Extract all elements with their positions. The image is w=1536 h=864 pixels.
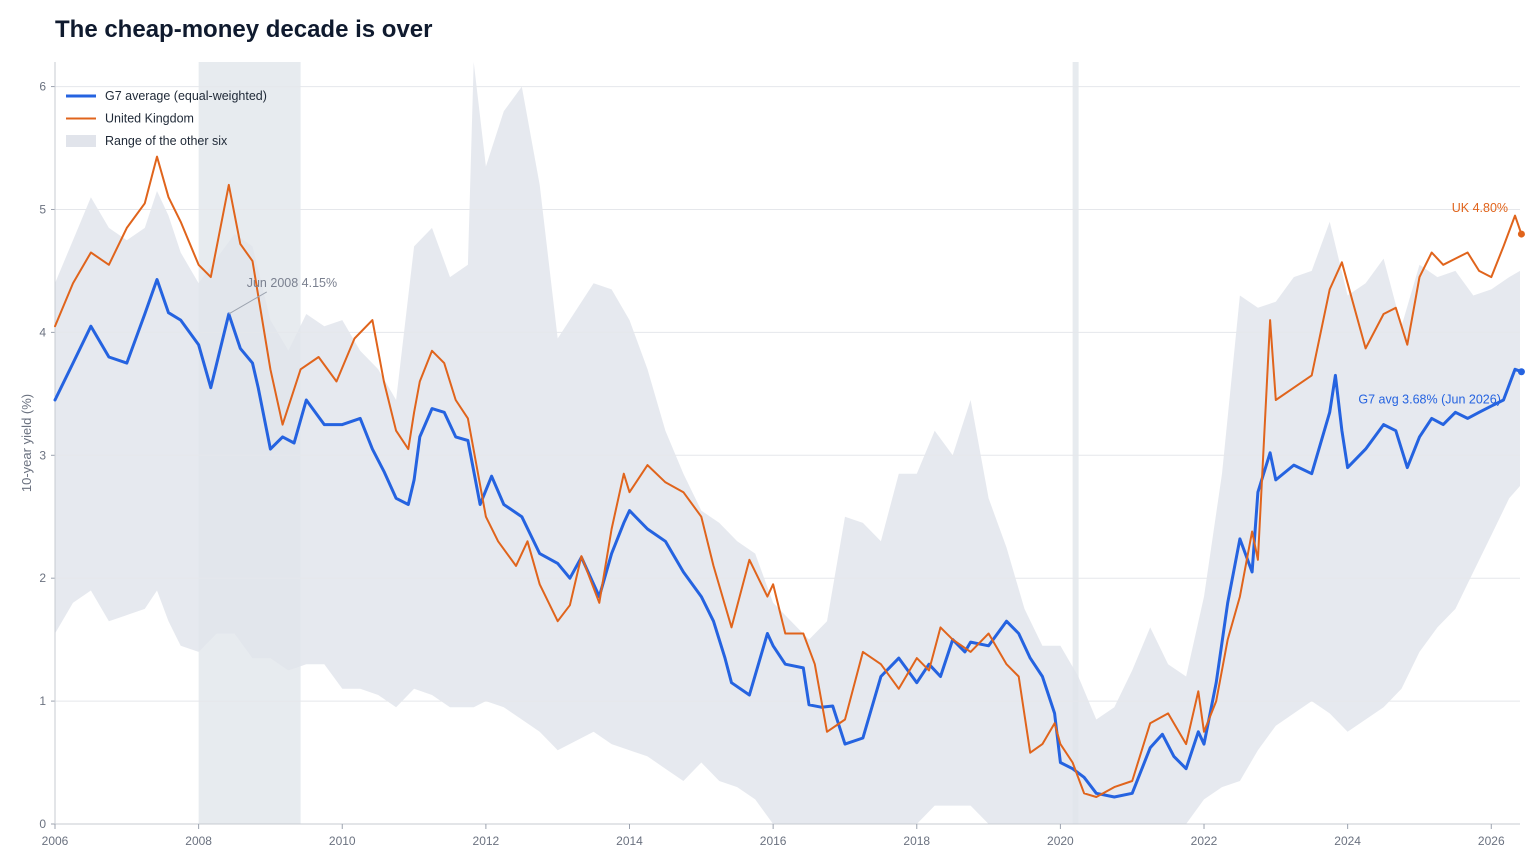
range-band-area bbox=[55, 62, 1520, 824]
axes: 0 1 2 3 4 5 6 2006 2008 2010 2012 2014 2016 2018 2020 2… bbox=[19, 62, 1520, 848]
series-end-point-uk bbox=[1517, 230, 1525, 238]
chart-title: The cheap-money decade is over bbox=[55, 16, 433, 43]
legend-label: United Kingdom bbox=[105, 112, 194, 126]
series-lines bbox=[53, 155, 1525, 799]
annotation-label: UK 4.80% bbox=[1452, 201, 1508, 215]
series-line-uk bbox=[54, 155, 1523, 798]
x-tick-label: 2026 bbox=[1478, 834, 1505, 848]
gridlines bbox=[55, 86, 1520, 702]
x-tick-label: 2022 bbox=[1191, 834, 1218, 848]
recession-shade bbox=[1072, 62, 1079, 824]
x-tick-label: 2010 bbox=[329, 834, 356, 848]
annotation-label: G7 avg 3.68% (Jun 2026) bbox=[1358, 393, 1500, 407]
x-tick-label: 2018 bbox=[903, 834, 930, 848]
x-tick-label: 2014 bbox=[616, 834, 643, 848]
legend-label: G7 average (equal-weighted) bbox=[105, 89, 267, 103]
x-tick-label: 2012 bbox=[473, 834, 500, 848]
x-tick-label: 2024 bbox=[1334, 834, 1361, 848]
annotations: Jun 2008 4.15% UK 4.80% G7 avg 3.68% (Jun … bbox=[228, 201, 1508, 407]
x-tick-label: 2016 bbox=[760, 834, 787, 848]
y-tick-label: 2 bbox=[39, 571, 46, 585]
legend: G7 average (equal-weighted) United Kingdo… bbox=[66, 89, 267, 148]
annotation-label: Jun 2008 4.15% bbox=[247, 276, 337, 290]
y-tick-label: 4 bbox=[39, 325, 46, 339]
y-tick-label: 3 bbox=[39, 448, 46, 462]
x-tick-label: 2006 bbox=[42, 834, 69, 848]
legend-label: Range of the other six bbox=[105, 134, 228, 148]
y-tick-label: 6 bbox=[39, 80, 46, 94]
series-line-g7 bbox=[53, 278, 1523, 799]
range-band bbox=[55, 62, 1520, 824]
y-axis-title: 10-year yield (%) bbox=[19, 394, 34, 492]
legend-swatch-range bbox=[66, 135, 96, 147]
y-tick-label: 1 bbox=[39, 694, 46, 708]
x-tick-label: 2008 bbox=[185, 834, 212, 848]
annotation-leader bbox=[228, 291, 267, 315]
x-tick-label: 2020 bbox=[1047, 834, 1074, 848]
y-tick-label: 5 bbox=[39, 202, 46, 216]
y-tick-label: 0 bbox=[39, 817, 46, 831]
series-end-point-g7 bbox=[1517, 368, 1525, 376]
